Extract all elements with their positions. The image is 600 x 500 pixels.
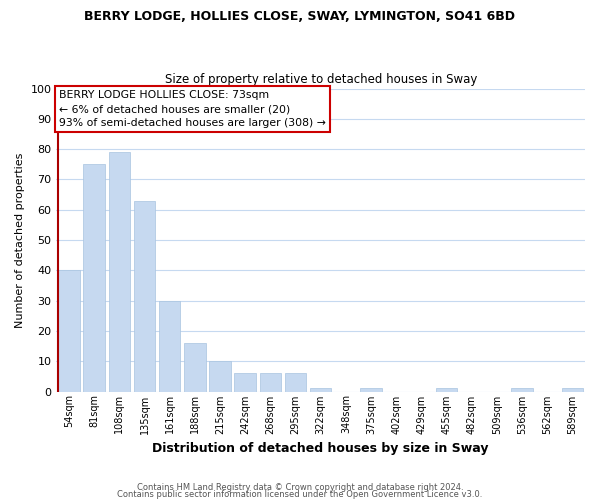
Bar [436,388,457,392]
X-axis label: Distribution of detached houses by size in Sway: Distribution of detached houses by size … [152,442,489,455]
Bar [310,388,331,392]
Text: BERRY LODGE, HOLLIES CLOSE, SWAY, LYMINGTON, SO41 6BD: BERRY LODGE, HOLLIES CLOSE, SWAY, LYMING… [85,10,515,23]
Bar [159,300,181,392]
Text: BERRY LODGE HOLLIES CLOSE: 73sqm
← 6% of detached houses are smaller (20)
93% of: BERRY LODGE HOLLIES CLOSE: 73sqm ← 6% of… [59,90,326,128]
Text: Contains public sector information licensed under the Open Government Licence v3: Contains public sector information licen… [118,490,482,499]
Bar [83,164,105,392]
Bar [562,388,583,392]
Bar [511,388,533,392]
Bar [260,374,281,392]
Bar [134,200,155,392]
Bar [361,388,382,392]
Bar [58,270,80,392]
Bar [209,361,231,392]
Bar [109,152,130,392]
Bar [235,374,256,392]
Text: Contains HM Land Registry data © Crown copyright and database right 2024.: Contains HM Land Registry data © Crown c… [137,484,463,492]
Title: Size of property relative to detached houses in Sway: Size of property relative to detached ho… [164,73,477,86]
Y-axis label: Number of detached properties: Number of detached properties [15,152,25,328]
Bar [184,343,206,392]
Bar [285,374,306,392]
